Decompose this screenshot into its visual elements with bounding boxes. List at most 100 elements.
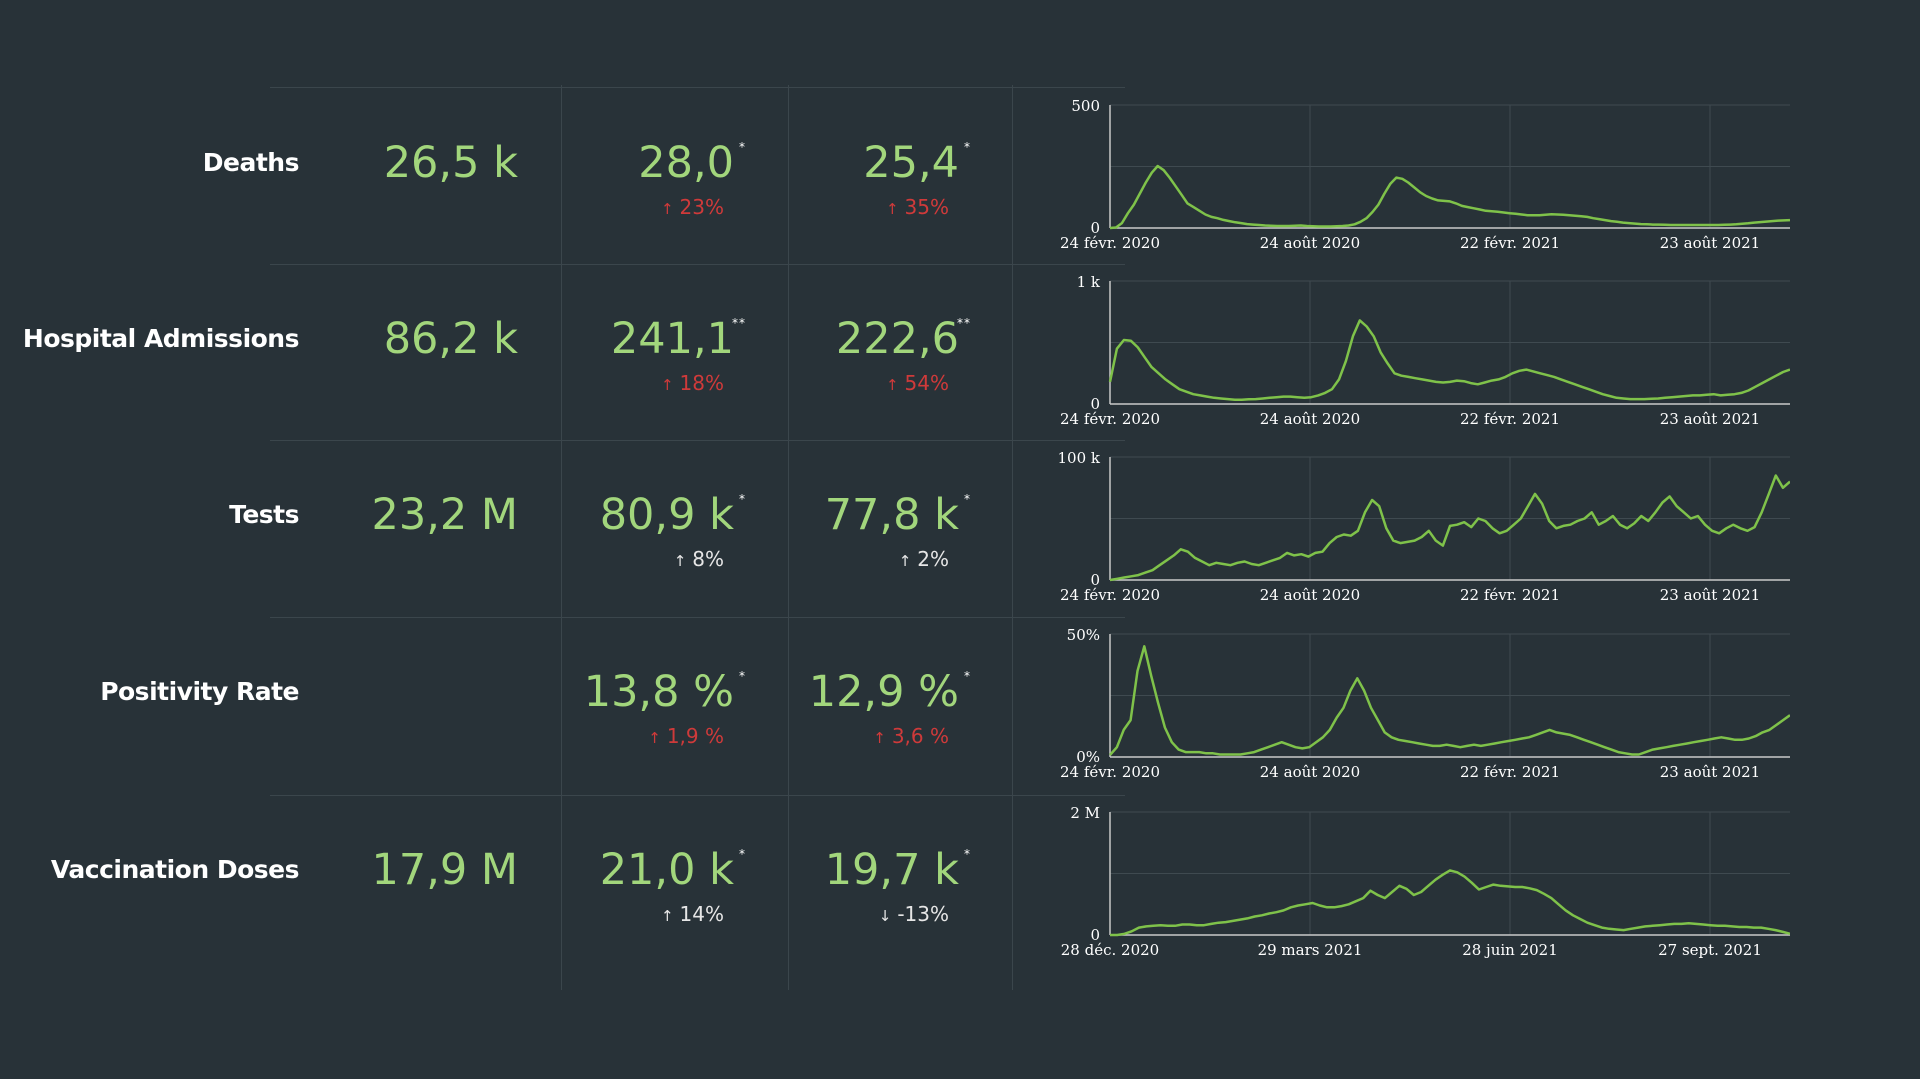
y-axis-min-label: 0 — [1090, 219, 1100, 237]
series-line — [1109, 474, 1790, 582]
metric-value: 12,9 % — [808, 667, 959, 717]
footnote-mark: * — [739, 669, 746, 683]
metric-value: 77,8 k — [824, 490, 959, 540]
change-value: 23% — [679, 195, 724, 219]
total-value: 23,2 M — [371, 490, 518, 540]
x-tick-label: 24 févr. 2020 — [1060, 763, 1160, 781]
x-tick-label: 28 juin 2021 — [1462, 941, 1558, 959]
metric-row-vaccination-doses: Vaccination Doses 17,9 M 21,0 k * ↑ 14% 1… — [0, 795, 1920, 971]
arrow-up-icon: ↑ — [660, 907, 674, 925]
sparkline-chart: 2 M 028 déc. 2020 29 mars 2021 28 juin 2021… — [1061, 804, 1790, 959]
y-axis-min-label: 0 — [1090, 571, 1100, 589]
arrow-up-icon: ↑ — [898, 552, 912, 570]
column-divider — [788, 85, 789, 990]
change-value: 18% — [679, 371, 724, 395]
x-tick-label: 23 août 2021 — [1660, 410, 1760, 428]
metric-row-hospital-admissions: Hospital Admissions 86,2 k 241,1 ** ↑ 18%… — [0, 264, 1920, 440]
total-value: 17,9 M — [371, 845, 518, 895]
x-tick-label: 24 févr. 2020 — [1060, 410, 1160, 428]
arrow-down-icon: ↓ — [878, 907, 892, 925]
row-divider — [270, 264, 1125, 265]
row-divider — [270, 440, 1125, 441]
row-divider — [270, 87, 1125, 88]
change-indicator: ↑ 14% — [661, 902, 724, 926]
footnote-mark: * — [739, 847, 746, 861]
x-tick-label: 22 févr. 2021 — [1460, 410, 1560, 428]
sparkline-chart: 100 k 024 févr. 2020 24 août 2020 22 févr. … — [1058, 449, 1790, 604]
change-indicator: ↓ -13% — [879, 902, 949, 926]
row-label: Deaths — [202, 148, 300, 177]
footnote-mark: * — [739, 140, 746, 154]
x-tick-label: 22 févr. 2021 — [1460, 586, 1560, 604]
y-axis-max-label: 500 — [1071, 97, 1100, 115]
column-divider — [1012, 85, 1013, 990]
y-axis-min-label: 0 — [1090, 395, 1100, 413]
change-indicator: ↑ 2% — [899, 547, 949, 571]
change-value: 14% — [679, 902, 724, 926]
change-indicator: ↑ 18% — [661, 371, 724, 395]
x-tick-label: 27 sept. 2021 — [1658, 941, 1762, 959]
series-line — [1108, 319, 1790, 401]
change-value: -13% — [897, 902, 949, 926]
y-axis-min-label: 0% — [1076, 748, 1100, 766]
column-divider — [561, 85, 562, 990]
arrow-up-icon: ↑ — [885, 376, 899, 394]
metric-value: 241,1 — [610, 314, 734, 364]
metric-row-deaths: Deaths 26,5 k 28,0 * ↑ 23% 25,4 * ↑ 35% 50… — [0, 88, 1920, 264]
metric-value: 222,6 — [835, 314, 959, 364]
y-axis-min-label: 0 — [1090, 926, 1100, 944]
change-indicator: ↑ 8% — [674, 547, 724, 571]
series-line — [1110, 869, 1790, 937]
metric-value: 28,0 — [638, 138, 734, 188]
change-value: 3,6 % — [891, 724, 949, 748]
row-divider — [270, 617, 1125, 618]
metric-value: 21,0 k — [599, 845, 734, 895]
series-line — [1109, 645, 1790, 756]
x-tick-label: 24 févr. 2020 — [1060, 586, 1160, 604]
change-value: 54% — [904, 371, 949, 395]
row-label: Vaccination Doses — [50, 855, 300, 884]
y-axis-max-label: 100 k — [1058, 449, 1101, 467]
x-tick-label: 23 août 2021 — [1660, 234, 1760, 252]
x-tick-label: 22 févr. 2021 — [1460, 763, 1560, 781]
arrow-up-icon: ↑ — [660, 200, 674, 218]
change-indicator: ↑ 35% — [886, 195, 949, 219]
row-divider — [270, 795, 1125, 796]
change-value: 35% — [904, 195, 949, 219]
footnote-mark: ** — [732, 316, 746, 330]
change-indicator: ↑ 1,9 % — [648, 724, 724, 748]
change-indicator: ↑ 23% — [661, 195, 724, 219]
change-indicator: ↑ 3,6 % — [873, 724, 949, 748]
arrow-up-icon: ↑ — [885, 200, 899, 218]
y-axis-max-label: 2 M — [1070, 804, 1100, 822]
x-tick-label: 24 févr. 2020 — [1060, 234, 1160, 252]
change-indicator: ↑ 54% — [886, 371, 949, 395]
row-label: Tests — [229, 500, 299, 529]
change-value: 2% — [917, 547, 949, 571]
x-tick-label: 23 août 2021 — [1660, 763, 1760, 781]
y-axis-max-label: 1 k — [1077, 273, 1101, 291]
metric-value: 13,8 % — [583, 667, 734, 717]
arrow-up-icon: ↑ — [673, 552, 687, 570]
footnote-mark: * — [739, 492, 746, 506]
footnote-mark: ** — [957, 316, 971, 330]
x-tick-label: 28 déc. 2020 — [1061, 941, 1159, 959]
arrow-up-icon: ↑ — [660, 376, 674, 394]
x-tick-label: 24 août 2020 — [1260, 410, 1360, 428]
arrow-up-icon: ↑ — [648, 729, 661, 747]
change-value: 8% — [692, 547, 724, 571]
change-value: 1,9 % — [666, 724, 724, 748]
y-axis-max-label: 50% — [1067, 626, 1100, 644]
footnote-mark: * — [964, 492, 971, 506]
arrow-up-icon: ↑ — [873, 729, 886, 747]
metric-value: 80,9 k — [599, 490, 734, 540]
metric-row-tests: Tests 23,2 M 80,9 k * ↑ 8% 77,8 k * ↑ 2% 1… — [0, 440, 1920, 616]
sparkline-chart: 1 k 024 févr. 2020 24 août 2020 22 févr. 20… — [1060, 273, 1790, 428]
total-value: 26,5 k — [383, 138, 518, 188]
sparkline-chart: 50% 0%24 févr. 2020 24 août 2020 22 févr. 2… — [1060, 626, 1790, 781]
footnote-mark: * — [964, 140, 971, 154]
x-tick-label: 24 août 2020 — [1260, 586, 1360, 604]
metric-value: 19,7 k — [824, 845, 959, 895]
metric-value: 25,4 — [863, 138, 959, 188]
footnote-mark: * — [964, 669, 971, 683]
